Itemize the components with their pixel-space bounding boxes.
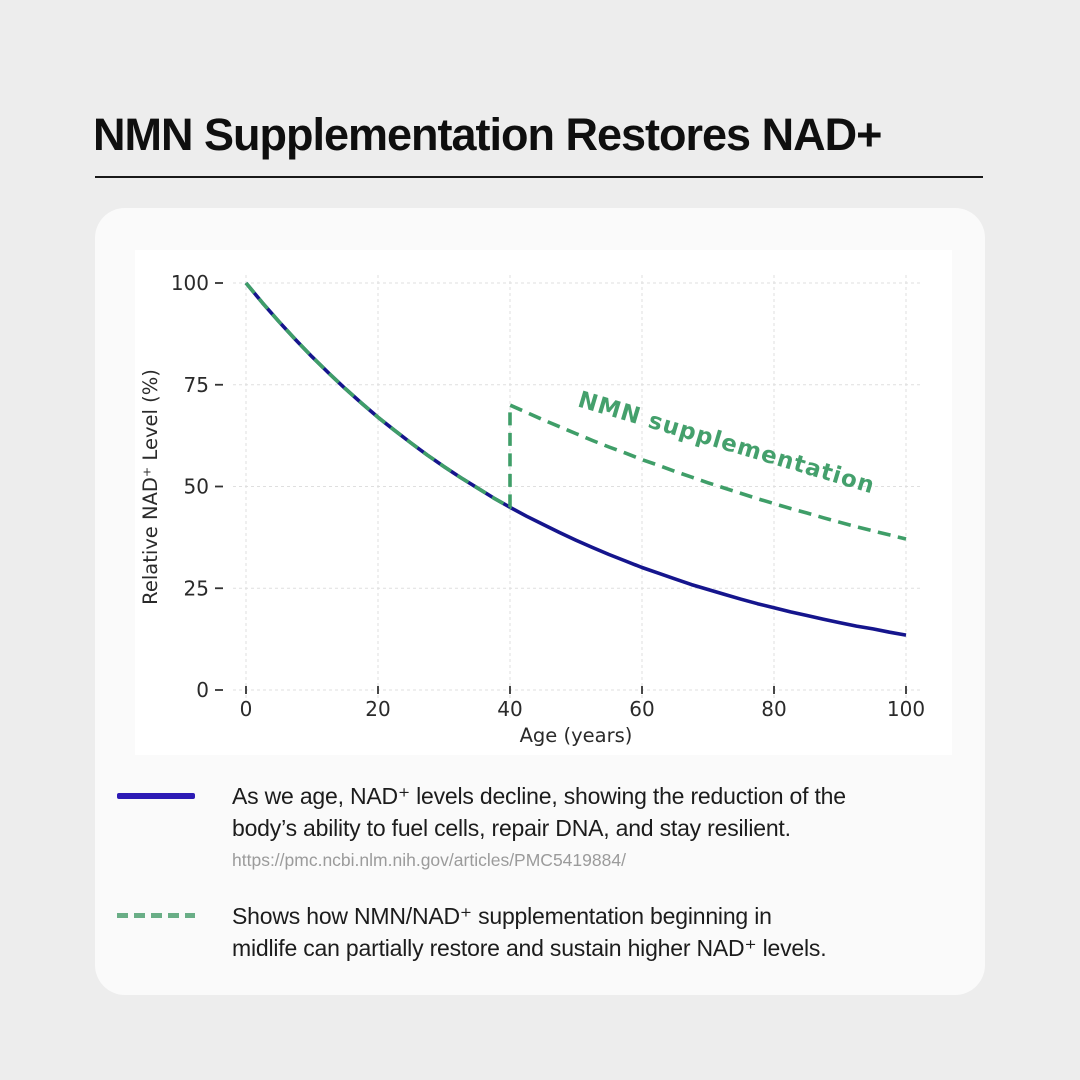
y-tick-label: 50 [184, 475, 209, 499]
x-tick-label: 100 [887, 697, 925, 721]
x-tick-label: 60 [629, 697, 654, 721]
legend-line: midlife can partially restore and sustai… [232, 935, 827, 961]
nad-decline-line-chart: 0 20 40 60 80 100 0 25 50 75 100 Age (years) Relativ… [139, 271, 925, 747]
series-path-natural-decline [244, 281, 907, 637]
legend-line: Shows how NMN/NAD⁺ supplementation begin… [232, 903, 772, 929]
y-tick-label: 0 [196, 678, 209, 702]
legend-entry-natural-decline: As we age, NAD⁺ levels decline, showing … [117, 780, 963, 871]
y-axis-label: Relative NAD⁺ Level (%) [139, 369, 162, 605]
chart-legend: As we age, NAD⁺ levels decline, showing … [117, 780, 963, 993]
legend-line: body’s ability to fuel cells, repair DNA… [232, 815, 791, 841]
legend-text-natural-decline: As we age, NAD⁺ levels decline, showing … [232, 780, 846, 871]
legend-text-nmn-supplementation: Shows how NMN/NAD⁺ supplementation begin… [232, 900, 827, 964]
x-tick-label: 20 [365, 697, 390, 721]
legend-entry-nmn-supplementation: Shows how NMN/NAD⁺ supplementation begin… [117, 900, 963, 964]
chart-card: 0 20 40 60 80 100 0 25 50 75 100 Age (years) Relativ… [95, 208, 985, 995]
x-axis-label: Age (years) [520, 724, 633, 747]
page-title: NMN Supplementation Restores NAD+ [93, 109, 882, 160]
chart-figure: 0 20 40 60 80 100 0 25 50 75 100 Age (years) Relativ… [135, 250, 952, 755]
legend-line: As we age, NAD⁺ levels decline, showing … [232, 783, 846, 809]
x-tick-label: 0 [240, 697, 253, 721]
series-path-nmn-supplementation [244, 281, 907, 541]
x-tick-label: 80 [761, 697, 786, 721]
source-url: https://pmc.ncbi.nlm.nih.gov/articles/PM… [232, 850, 626, 870]
title-underline [95, 176, 983, 178]
solid-line-marker [117, 793, 195, 799]
chart-annotation: NMN supplementation [575, 387, 878, 500]
y-tick-label: 75 [184, 373, 209, 397]
y-tick-label: 25 [184, 576, 209, 600]
x-tick-label: 40 [497, 697, 522, 721]
y-tick-label: 100 [171, 271, 209, 295]
dashed-line-marker [117, 913, 195, 918]
